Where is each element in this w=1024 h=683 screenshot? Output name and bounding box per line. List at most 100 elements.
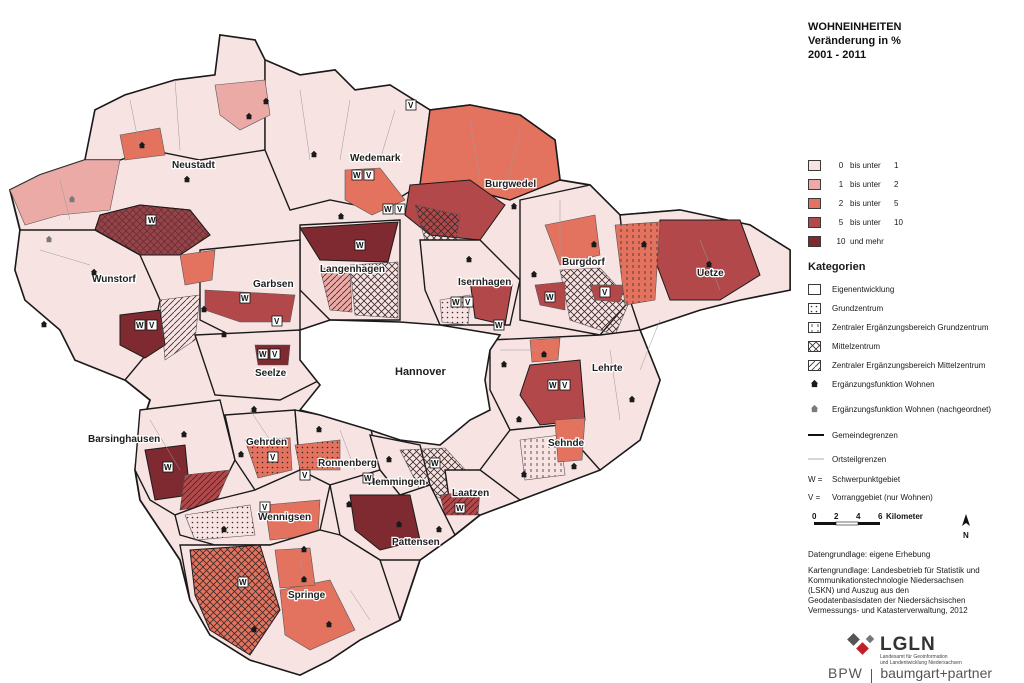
class-to: 10	[894, 217, 903, 227]
thin-line-icon	[808, 458, 824, 460]
category-label: Eigenentwicklung	[832, 284, 895, 294]
category-row: Grundzentrum	[808, 301, 883, 315]
marker-w-wunstorf: W	[134, 319, 146, 331]
area-laatzen-diag	[440, 490, 480, 515]
marker-w-burgdorf: W	[544, 291, 556, 303]
lgln-mark-icon	[847, 633, 875, 655]
label-wennigsen: Wennigsen	[258, 512, 311, 523]
map-basis-5: Vermessungs- und Katasterverwaltung, 201…	[808, 606, 968, 615]
svg-text:W: W	[164, 463, 172, 472]
data-basis: Datengrundlage: eigene Erhebung	[808, 550, 931, 559]
label-uetze: Uetze	[697, 268, 724, 279]
map-basis-3: (LSKN) und Auszug aus den	[808, 586, 909, 595]
class-sep: bis unter	[850, 179, 881, 189]
category-row: Mittelzentrum	[808, 339, 880, 353]
svg-text:W: W	[239, 578, 247, 587]
label-pattensen: Pattensen	[392, 537, 440, 548]
area-pattensen-dark	[349, 494, 421, 551]
svg-text:W: W	[456, 504, 464, 513]
area-burgdorf-orange	[544, 214, 601, 266]
svg-text:V: V	[272, 350, 278, 359]
map-basis-4: Geodatenbasisdaten der Niedersächsischen	[808, 596, 966, 605]
category-row: Ortsteilgrenzen	[808, 452, 886, 466]
north-arrow-icon	[962, 514, 970, 526]
svg-text:W: W	[431, 459, 439, 468]
label-laatzen: Laatzen	[452, 488, 489, 499]
svg-text:V: V	[465, 298, 471, 307]
category-row: Gemeindegrenzen	[808, 428, 898, 442]
marker-w-barsinghausen: W	[162, 461, 174, 473]
legend-title-3: 2001 - 2011	[808, 49, 867, 61]
map: Hannover Neustadt Wedemark Burgwedel Bur…	[8, 33, 791, 676]
marker-w-springe: W	[237, 576, 249, 588]
svg-text:W: W	[353, 171, 361, 180]
marker-v-wedemark2: V	[363, 169, 375, 181]
marker-v-wedemark: V	[405, 99, 417, 111]
svg-text:V: V	[602, 288, 608, 297]
class-from: 1	[838, 179, 844, 189]
marker-w-laatzen: W	[454, 502, 466, 514]
area-garbsen	[199, 239, 301, 341]
area-garbsen-core	[204, 289, 296, 323]
category-row: Eigenentwicklung	[808, 282, 894, 296]
marker-v-isernhagen: V	[462, 296, 474, 308]
marker-w-isernhagen2: W	[493, 319, 505, 331]
lgln-logo: LGLN Landesamt für Geoinformation und La…	[844, 632, 1004, 666]
area-barsinghausen-diag-h	[180, 470, 230, 510]
class-sep: bis unter	[850, 217, 881, 227]
bpw-name: baumgart+partner	[880, 665, 993, 681]
map-basis-2: Kommunikationstechnologie Niedersachsen	[808, 576, 964, 585]
label-wunstorf: Wunstorf	[92, 274, 136, 285]
thick-line-icon	[808, 434, 824, 436]
label-langenhagen: Langenhagen	[320, 264, 385, 275]
label-burgdorf: Burgdorf	[562, 257, 605, 268]
marker-v-lehrte: V	[559, 379, 571, 391]
category-row: Zentraler Ergänzungsbereich Mittelzentru…	[808, 358, 985, 372]
area-langenhagen-cross	[349, 261, 399, 319]
class-swatch	[808, 178, 821, 190]
area-sehnde-vdash	[519, 434, 566, 481]
legend-title-1: WOHNEINHEITEN	[808, 21, 902, 33]
area-springe-cross-h	[190, 545, 280, 655]
category-row: V = Vorranggebiet (nur Wohnen)	[808, 490, 933, 504]
swatch-diagonal	[808, 359, 821, 371]
svg-text:W: W	[136, 321, 144, 330]
label-hemmingen: Hemmingen	[368, 477, 425, 488]
swatch-plain	[808, 283, 821, 295]
label-garbsen: Garbsen	[253, 279, 294, 290]
lgln-sub-2: und Landentwicklung Niedersachsen	[880, 660, 962, 666]
bpw-logo: BPW baumgart+partner	[828, 665, 1018, 683]
marker-v-wedemark3: V	[394, 203, 406, 215]
category-row: Ergänzungsfunktion Wohnen (nachgeordnet)	[808, 402, 991, 416]
svg-text:V: V	[562, 381, 568, 390]
category-label: Zentraler Ergänzungsbereich Mittelzentru…	[832, 360, 986, 370]
class-row: 1 bis unter 2	[808, 177, 898, 191]
class-sep: bis unter	[850, 160, 881, 170]
legend-title-2: Veränderung in %	[808, 35, 901, 47]
category-row: Zentraler Ergänzungsbereich Grundzentrum	[808, 320, 989, 334]
label-hannover: Hannover	[395, 366, 446, 378]
area-ronnenberg-dots	[295, 440, 340, 470]
label-seelze: Seelze	[255, 368, 287, 379]
marker-v-ronnenberg: V	[299, 469, 311, 481]
label-isernhagen: Isernhagen	[458, 277, 511, 288]
swatch-vertical-dashes	[808, 321, 821, 333]
svg-text:W: W	[452, 298, 460, 307]
category-label: Vorranggebiet (nur Wohnen)	[832, 492, 933, 502]
class-from: 10	[836, 236, 846, 246]
category-letter: V =	[808, 492, 821, 502]
svg-text:W: W	[384, 205, 392, 214]
category-label: Ergänzungsfunktion Wohnen (nachgeordnet)	[832, 404, 992, 414]
marker-v-seelze: V	[269, 348, 281, 360]
hannover-area	[298, 319, 502, 446]
area-springe-orange	[279, 579, 356, 651]
marker-v-wennigsen: V	[259, 501, 271, 513]
svg-text:V: V	[302, 471, 308, 480]
swatch-dots	[808, 302, 821, 314]
svg-text:W: W	[148, 216, 156, 225]
marker-w-langenhagen: W	[354, 239, 366, 251]
category-label: Mittelzentrum	[832, 341, 881, 351]
area-lehrte-orange	[529, 337, 561, 363]
scale-tick-0: 0	[812, 512, 817, 521]
bpw-divider	[871, 668, 873, 683]
